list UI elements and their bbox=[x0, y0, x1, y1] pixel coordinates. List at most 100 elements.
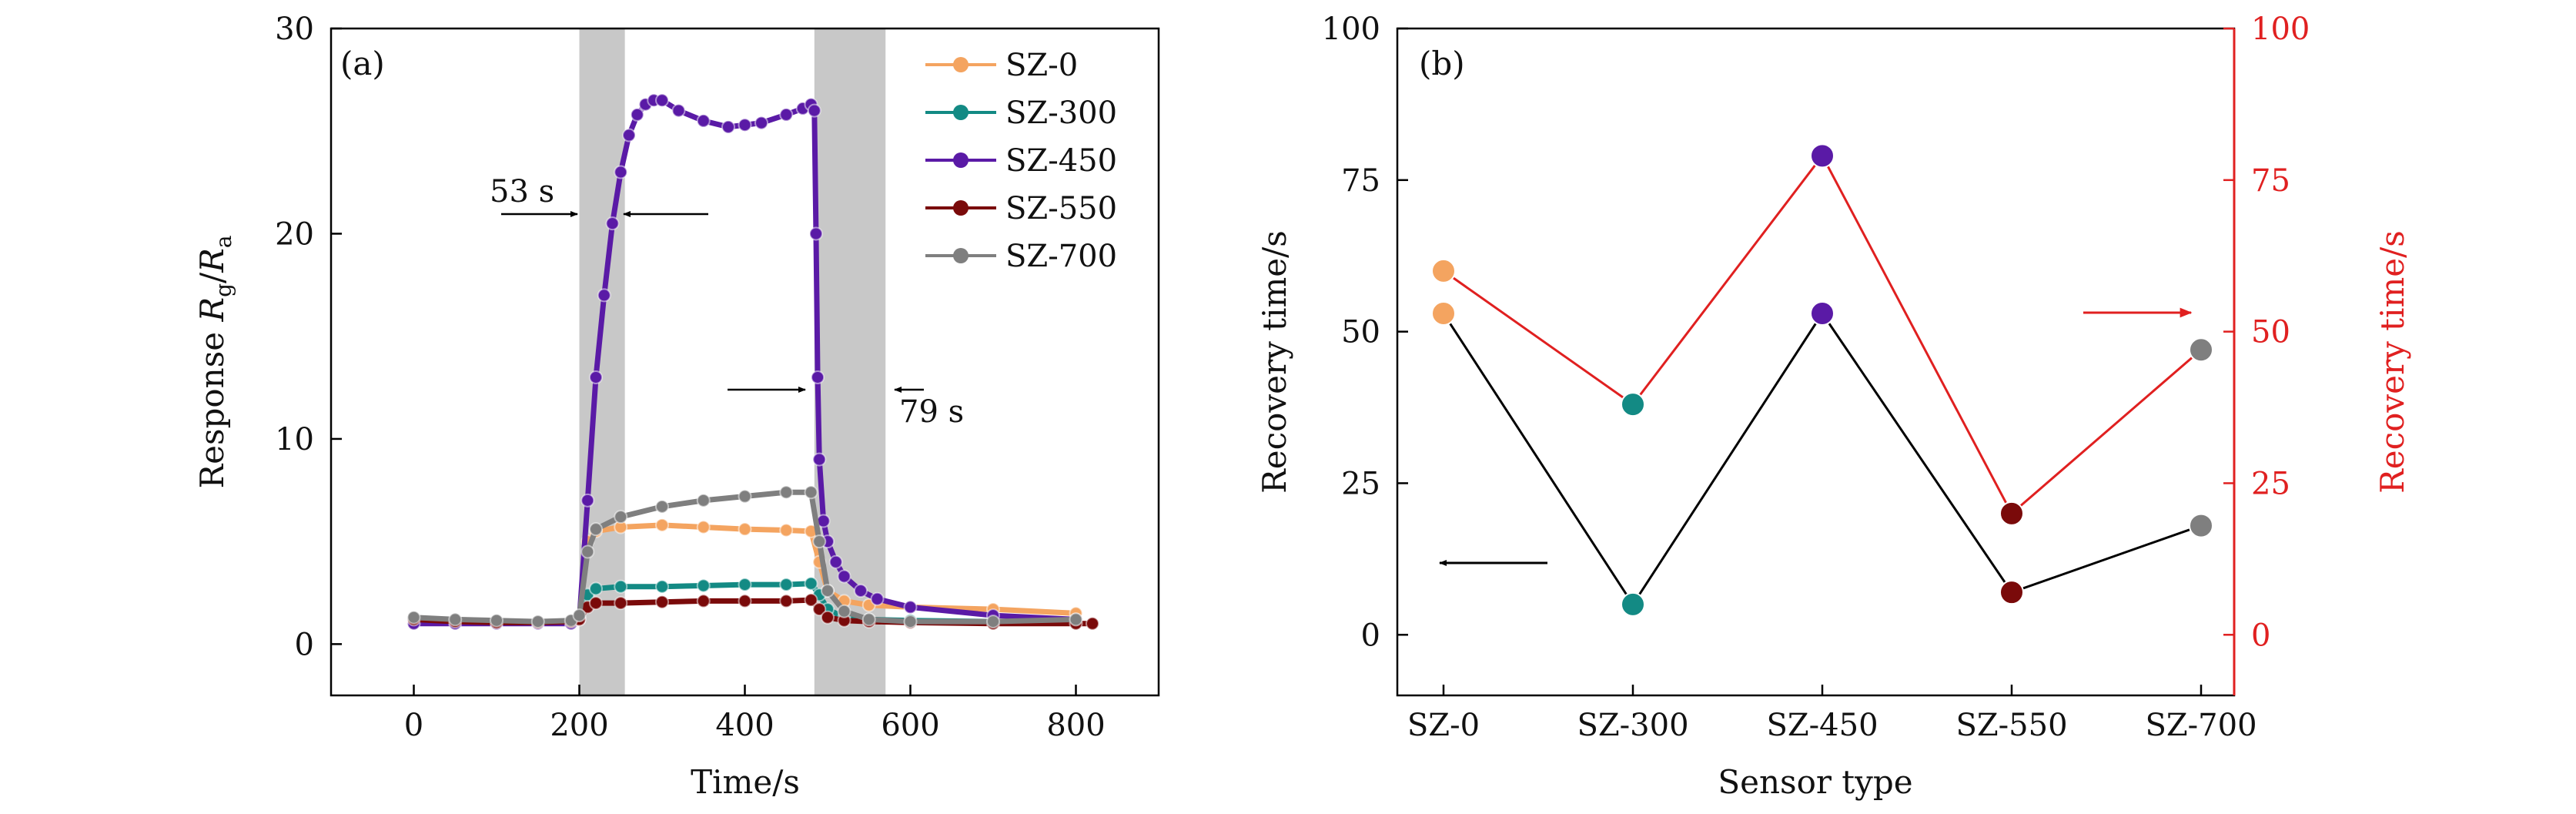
data-point-sz-450 bbox=[837, 569, 851, 584]
data-point-sz-550 bbox=[812, 602, 827, 617]
data-point-sz-300 bbox=[779, 578, 794, 592]
data-point-sz-450 bbox=[854, 584, 868, 598]
panel-a: 0 200 400 600 800 0 10 20 30 (a) Time/s Response… bbox=[193, 12, 1160, 801]
x-tick-label: 800 bbox=[1046, 708, 1105, 743]
left-y-tick-label: 50 bbox=[1341, 315, 1380, 350]
right-y-tick-label: 75 bbox=[2251, 163, 2290, 199]
legend-marker-sz-0 bbox=[953, 57, 969, 72]
data-point-sz-450 bbox=[622, 128, 636, 142]
panel-b-x-axis-title: Sensor type bbox=[1718, 763, 1912, 801]
panel-a-y-axis-title: Response Rg/Ra bbox=[193, 235, 236, 488]
data-point-sz-700 bbox=[861, 612, 876, 627]
data-point-sz-450 bbox=[721, 119, 735, 134]
data-point-sz-300 bbox=[614, 579, 628, 594]
legend-marker-sz-550 bbox=[953, 200, 969, 216]
data-point-sz-450 bbox=[828, 554, 843, 569]
legend-item-sz-0: SZ-0 bbox=[925, 48, 1078, 83]
legend-marker-sz-300 bbox=[953, 105, 969, 120]
data-point-sz-450 bbox=[754, 116, 768, 130]
right-y-tick-label: 100 bbox=[2251, 12, 2310, 47]
panel-b-frame bbox=[1396, 27, 2236, 697]
data-point-sz-700 bbox=[572, 608, 587, 623]
recovery-point-sz-0-left bbox=[1431, 301, 1456, 327]
data-point-sz-700 bbox=[406, 610, 421, 625]
data-point-sz-550 bbox=[655, 595, 669, 609]
data-point-sz-450 bbox=[671, 103, 686, 118]
x-tick-label: 200 bbox=[550, 708, 608, 743]
legend: SZ-0 SZ-300 SZ-450 SZ-550 SZ-700 bbox=[925, 48, 1117, 274]
y-tick-label: 10 bbox=[275, 422, 314, 457]
data-point-sz-450 bbox=[580, 493, 595, 507]
category-tick-label: SZ-0 bbox=[1407, 708, 1480, 743]
data-point-sz-0 bbox=[738, 522, 752, 537]
category-tick-label: SZ-700 bbox=[2145, 708, 2257, 743]
data-point-sz-550 bbox=[1086, 616, 1099, 631]
legend-label-sz-450: SZ-450 bbox=[1005, 143, 1117, 179]
legend-marker-sz-700 bbox=[953, 248, 969, 263]
x-tick-label: 400 bbox=[715, 708, 774, 743]
data-point-sz-550 bbox=[614, 596, 628, 611]
recovery-point-sz-0-right bbox=[1431, 258, 1456, 283]
data-point-sz-0 bbox=[696, 520, 711, 534]
recovery-lines bbox=[1442, 153, 2202, 607]
data-point-sz-700 bbox=[490, 613, 503, 628]
category-tick-label: SZ-300 bbox=[1577, 708, 1688, 743]
right-y-tick-label: 50 bbox=[2251, 315, 2290, 350]
recovery-point-sz-550-right bbox=[1999, 501, 2024, 526]
data-point-sz-700 bbox=[837, 604, 851, 618]
left-y-tick-label: 25 bbox=[1341, 466, 1380, 501]
recovery-point-sz-300-right bbox=[1621, 392, 1645, 417]
data-point-sz-300 bbox=[804, 576, 818, 591]
data-point-sz-550 bbox=[779, 594, 794, 608]
data-point-sz-450 bbox=[614, 165, 628, 179]
data-point-sz-700 bbox=[448, 612, 463, 627]
data-point-sz-450 bbox=[903, 600, 918, 615]
x-tick-label: 0 bbox=[404, 708, 423, 743]
data-point-sz-700 bbox=[696, 493, 711, 507]
data-point-sz-450 bbox=[812, 452, 827, 467]
data-point-sz-700 bbox=[580, 544, 595, 559]
recovery-point-sz-550-left bbox=[1999, 580, 2024, 605]
data-point-sz-0 bbox=[779, 523, 794, 538]
data-point-sz-700 bbox=[589, 522, 603, 537]
recovery-point-sz-700-right bbox=[2189, 337, 2213, 363]
data-point-sz-700 bbox=[779, 485, 794, 500]
legend-label-sz-300: SZ-300 bbox=[1005, 95, 1117, 131]
data-point-sz-450 bbox=[696, 113, 711, 128]
right-y-tick-label: 25 bbox=[2251, 466, 2290, 501]
right-y-tick-label: 0 bbox=[2251, 618, 2270, 653]
panel-b-ticks: SZ-0 SZ-300 SZ-450 SZ-550 SZ-700 0 25 50 75 100 0 2… bbox=[1322, 12, 2310, 743]
data-point-sz-300 bbox=[738, 578, 752, 592]
data-point-sz-550 bbox=[804, 593, 818, 608]
data-point-sz-700 bbox=[530, 615, 545, 629]
data-point-sz-700 bbox=[1069, 612, 1083, 627]
data-point-sz-450 bbox=[870, 591, 885, 606]
recovery-points bbox=[1431, 143, 2213, 617]
data-point-sz-450 bbox=[779, 107, 794, 122]
panel-a-x-axis-title: Time/s bbox=[691, 763, 800, 801]
data-point-sz-300 bbox=[655, 579, 669, 594]
data-point-sz-700 bbox=[738, 489, 752, 504]
panel-b-y-axis-title: Recovery time/s bbox=[1256, 230, 1293, 494]
y-tick-label: 0 bbox=[295, 627, 314, 662]
data-point-sz-450 bbox=[597, 288, 611, 303]
response-curves bbox=[406, 93, 1099, 631]
data-point-sz-450 bbox=[589, 370, 603, 384]
y-tick-label: 30 bbox=[275, 12, 314, 47]
data-point-sz-450 bbox=[655, 93, 669, 108]
category-tick-label: SZ-450 bbox=[1766, 708, 1878, 743]
data-point-sz-700 bbox=[804, 485, 818, 500]
data-point-sz-700 bbox=[986, 615, 1000, 629]
data-point-sz-450 bbox=[808, 226, 823, 241]
data-point-sz-450 bbox=[738, 118, 752, 132]
left-y-tick-label: 75 bbox=[1341, 163, 1380, 199]
legend-marker-sz-450 bbox=[953, 152, 969, 168]
x-tick-label: 600 bbox=[881, 708, 939, 743]
legend-item-sz-300: SZ-300 bbox=[925, 95, 1117, 131]
legend-item-sz-700: SZ-700 bbox=[925, 239, 1117, 274]
panel-a-label: (a) bbox=[340, 45, 385, 82]
recovery-line-left-axis bbox=[1442, 311, 2202, 607]
data-point-sz-550 bbox=[696, 594, 711, 608]
